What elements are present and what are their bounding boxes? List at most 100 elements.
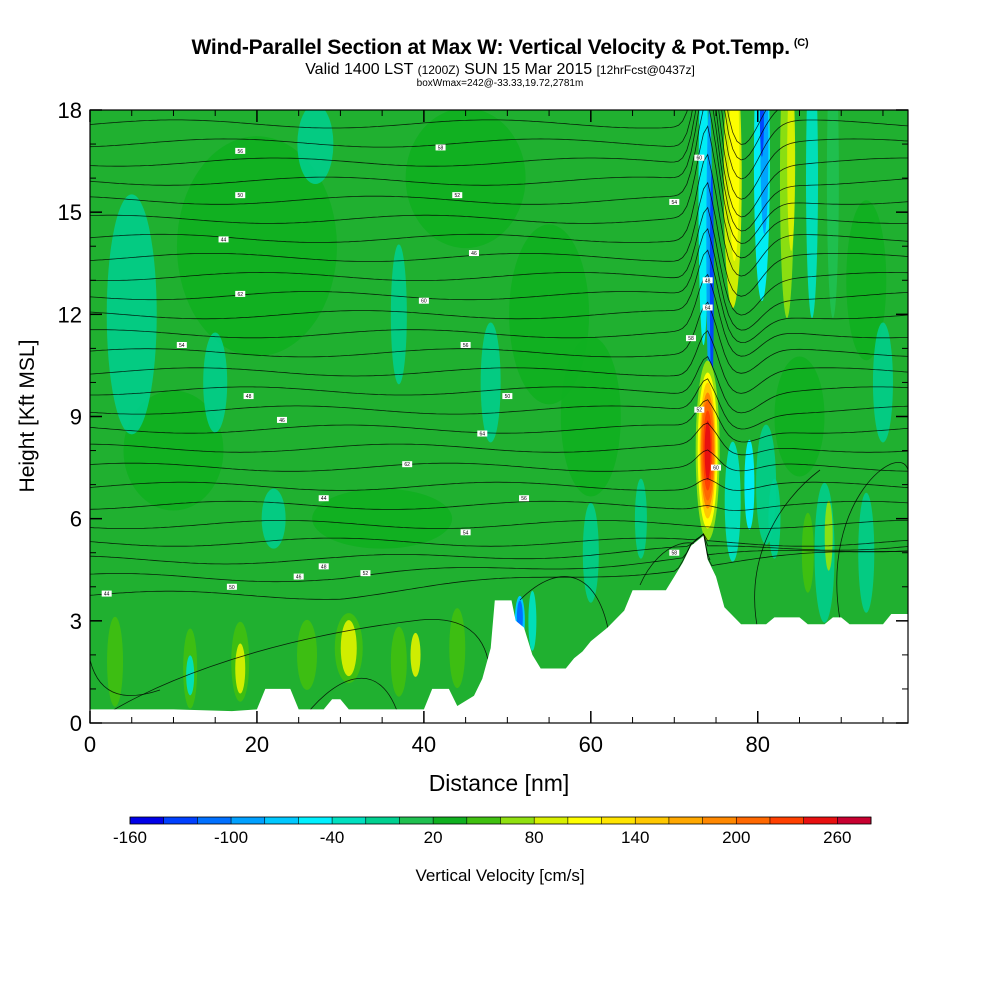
- svg-text:46: 46: [296, 575, 302, 581]
- colorbar-tick-label: 200: [722, 828, 750, 847]
- svg-text:44: 44: [221, 237, 227, 243]
- svg-text:56: 56: [237, 149, 243, 155]
- velocity-cell: [768, 478, 781, 559]
- velocity-cell: [107, 616, 124, 707]
- theta-contour: [90, 533, 908, 565]
- svg-text:44: 44: [321, 496, 327, 502]
- colorbar-tick-label: 260: [823, 828, 851, 847]
- y-tick-label: 9: [70, 405, 82, 430]
- svg-text:48: 48: [705, 278, 711, 284]
- colorbar-swatch: [668, 817, 703, 824]
- velocity-cell: [186, 655, 195, 696]
- theta-contour: [90, 181, 908, 297]
- velocity-field: [106, 110, 893, 709]
- colorbar-label: Vertical Velocity [cm/s]: [415, 866, 584, 885]
- velocity-cell: [340, 620, 357, 677]
- velocity-cell: [297, 110, 334, 185]
- y-tick-label: 18: [58, 98, 82, 123]
- colorbar-swatch: [433, 817, 468, 824]
- theta-contour: [90, 206, 908, 316]
- colorbar-swatch: [197, 817, 232, 824]
- theta-contour-label: 56: [235, 147, 246, 155]
- theta-contour-label: 48: [702, 277, 713, 284]
- theta-contour-label: 44: [101, 590, 112, 598]
- velocity-cell: [846, 200, 887, 361]
- theta-contour: [90, 110, 908, 232]
- velocity-cell: [704, 420, 711, 481]
- velocity-cell: [449, 608, 466, 689]
- velocity-cell: [528, 590, 537, 651]
- svg-text:50: 50: [229, 585, 235, 591]
- svg-text:46: 46: [471, 251, 477, 257]
- colorbar-swatch: [736, 817, 771, 824]
- x-tick-label: 80: [746, 732, 770, 757]
- theta-contour: [92, 618, 491, 723]
- svg-text:48: 48: [246, 394, 252, 400]
- theta-contour-label: 58: [669, 549, 680, 557]
- theta-contour-label: 54: [176, 341, 187, 349]
- colorbar-swatch: [298, 817, 333, 824]
- theta-contour: [90, 533, 908, 600]
- svg-text:52: 52: [697, 408, 703, 414]
- svg-text:60: 60: [697, 156, 703, 162]
- colorbar-swatch: [769, 817, 804, 824]
- theta-contour-label: 60: [694, 154, 705, 162]
- theta-contour: [90, 378, 908, 430]
- colorbar-tick-label: 80: [525, 828, 544, 847]
- x-tick-label: 40: [412, 732, 436, 757]
- y-tick-label: 3: [70, 609, 82, 634]
- theta-contour: [90, 399, 908, 443]
- colorbar-swatch: [837, 817, 872, 824]
- theta-contour-label: 46: [468, 250, 479, 257]
- theta-contour: [90, 228, 908, 331]
- svg-text:60: 60: [713, 466, 719, 472]
- velocity-cell: [872, 322, 893, 443]
- velocity-cell: [176, 136, 337, 357]
- velocity-cell: [560, 336, 621, 497]
- theta-contour: [90, 273, 908, 357]
- colorbar-tick-label: -160: [113, 828, 147, 847]
- velocity-cell: [774, 356, 825, 477]
- theta-contour-label: 60: [418, 297, 429, 305]
- colorbar-swatch: [635, 817, 670, 824]
- svg-text:56: 56: [463, 343, 469, 349]
- theta-contour-label: 50: [502, 393, 513, 400]
- colorbar-swatch: [702, 817, 737, 824]
- colorbar-swatch: [365, 817, 400, 824]
- colorbar-tick-label: -40: [320, 828, 345, 847]
- theta-contour: [90, 533, 908, 583]
- colorbar-swatch: [399, 817, 434, 824]
- theta-contour: [90, 125, 908, 259]
- y-tick-label: 15: [58, 200, 82, 225]
- theta-contour-label: 54: [669, 198, 680, 206]
- theta-contour: [90, 249, 908, 344]
- velocity-cell: [724, 441, 741, 562]
- velocity-cell: [729, 110, 740, 262]
- theta-contour: [90, 355, 908, 414]
- svg-text:50: 50: [237, 193, 243, 199]
- colorbar-swatch: [466, 817, 501, 824]
- velocity-cell: [787, 110, 796, 252]
- theta-contour: [90, 520, 908, 529]
- theta-contour: [299, 677, 401, 723]
- velocity-cell: [582, 502, 599, 603]
- colorbar-swatch: [534, 817, 569, 824]
- y-tick-label: 0: [70, 711, 82, 736]
- theta-contour-label: 50: [235, 192, 246, 199]
- title-suffix: (C): [793, 37, 809, 49]
- svg-text:58: 58: [672, 551, 678, 557]
- theta-contour-label: 64: [702, 304, 713, 312]
- theta-contour-labels: 44 46 48 50 52 54 56 58 60 62 64 44 46 48 50 52 54 56 58 60…: [101, 144, 722, 598]
- velocity-cell: [480, 322, 501, 443]
- theta-contour: [90, 110, 908, 218]
- colorbar-tick-label: 20: [424, 828, 443, 847]
- theta-contour: [754, 469, 821, 641]
- theta-contour-label: 46: [293, 573, 304, 581]
- velocity-cell: [106, 194, 157, 435]
- velocity-cell: [824, 500, 833, 571]
- velocity-cell: [858, 492, 875, 613]
- theta-contour: [90, 659, 161, 696]
- svg-text:62: 62: [404, 462, 410, 468]
- plot-area: 44 46 48 50 52 54 56 58 60 62 64 44 46 48 50 52 54 56 58 60…: [90, 110, 908, 723]
